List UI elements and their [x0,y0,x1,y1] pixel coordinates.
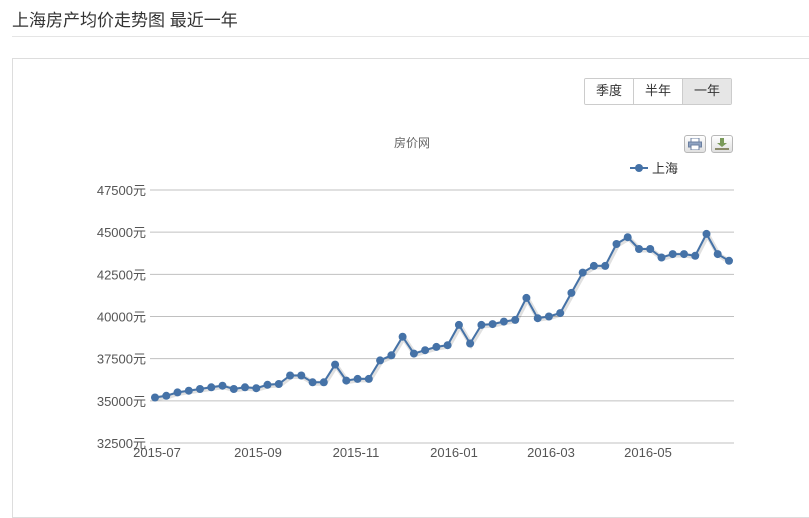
data-point[interactable] [556,309,565,318]
series-line [154,231,730,399]
data-point[interactable] [241,383,249,392]
x-tick-label: 2015-07 [133,445,181,460]
data-point[interactable] [657,253,666,262]
data-point[interactable] [319,378,328,387]
data-point[interactable] [432,342,441,351]
data-point[interactable] [331,360,340,369]
x-axis-ticks: 2015-07 2015-09 2015-11 2016-01 2016-03 2016-… [133,445,672,460]
range-button-quarter[interactable]: 季度 [585,79,635,104]
data-point[interactable] [488,320,497,329]
y-tick-label: 45000元 [97,225,146,240]
range-selector: 季度 半年 一年 [584,78,733,105]
data-point[interactable] [522,293,531,302]
data-point[interactable] [196,385,204,393]
data-point[interactable] [544,312,553,321]
y-tick-label: 37500元 [97,352,146,367]
data-point[interactable] [308,378,317,387]
data-point[interactable] [454,320,463,329]
data-point[interactable] [477,320,486,329]
data-point[interactable] [511,315,520,324]
data-point[interactable] [387,351,396,360]
legend-item-shanghai[interactable]: 上海 [630,158,678,177]
legend-label: 上海 [652,162,679,177]
data-point[interactable] [364,374,373,383]
y-tick-label: 32500元 [97,436,146,451]
data-point[interactable] [646,245,655,253]
data-point[interactable] [252,384,261,393]
chart-grid [150,189,734,444]
y-axis-ticks: 32500元 35000元 37500元 40000元 42500元 45000元 4750… [97,183,146,451]
x-tick-label: 2016-05 [624,445,672,460]
data-point[interactable] [263,380,272,389]
data-point[interactable] [702,229,711,238]
x-tick-label: 2016-03 [527,445,575,460]
data-point[interactable] [443,341,452,350]
price-line-chart: 32500元 35000元 37500元 40000元 42500元 45000元 4750… [97,135,734,460]
data-point[interactable] [713,250,722,259]
x-tick-label: 2016-01 [430,445,478,460]
data-point[interactable] [162,391,171,400]
y-tick-label: 35000元 [97,394,146,409]
range-button-one-year[interactable]: 一年 [683,79,732,104]
data-point[interactable] [635,245,643,253]
data-point[interactable] [151,393,159,402]
data-point[interactable] [668,250,677,259]
title-divider [12,36,809,37]
data-point[interactable] [466,339,475,348]
series-shanghai [151,229,733,402]
download-icon [715,138,729,150]
data-point[interactable] [680,250,688,259]
data-point[interactable] [218,381,227,390]
data-point[interactable] [691,251,700,260]
y-tick-label: 47500元 [97,183,146,198]
data-point[interactable] [601,261,610,270]
data-point[interactable] [184,386,193,395]
data-point[interactable] [173,388,182,397]
data-point[interactable] [274,380,283,388]
data-point[interactable] [567,288,576,297]
data-point[interactable] [286,371,295,380]
data-point[interactable] [421,346,430,355]
range-button-half-year[interactable]: 半年 [634,79,684,104]
data-point[interactable] [376,356,385,365]
chart-title: 房价网 [394,135,430,150]
data-point[interactable] [353,374,362,383]
y-tick-label: 40000元 [97,310,146,325]
x-tick-label: 2015-09 [234,445,282,460]
data-point[interactable] [725,256,733,265]
x-tick-label: 2015-11 [333,445,380,460]
data-point[interactable] [409,349,418,358]
data-point[interactable] [589,261,598,270]
data-point[interactable] [207,383,216,392]
printer-icon [688,138,702,150]
y-tick-label: 42500元 [97,267,146,282]
data-point[interactable] [229,385,238,393]
print-button[interactable] [684,135,706,153]
data-point[interactable] [342,376,351,385]
data-point[interactable] [499,317,508,326]
data-point[interactable] [623,233,632,242]
export-button[interactable] [711,135,733,153]
data-point[interactable] [578,268,587,277]
legend-marker-icon [630,162,648,174]
data-point[interactable] [398,332,407,341]
chart-panel [12,58,809,518]
data-point[interactable] [297,371,306,380]
data-point[interactable] [533,314,542,323]
page-title: 上海房产均价走势图 最近一年 [12,11,238,30]
data-point[interactable] [612,240,621,248]
